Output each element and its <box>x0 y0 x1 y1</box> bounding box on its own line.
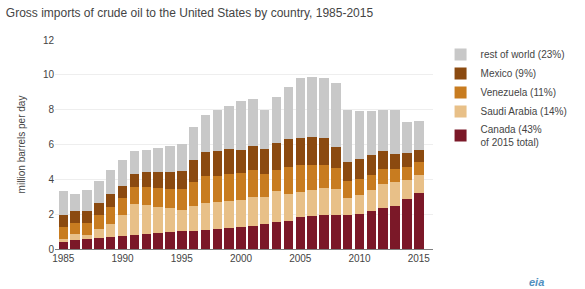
svg-text:1990: 1990 <box>111 253 134 264</box>
svg-text:Saudi Arabia (14%): Saudi Arabia (14%) <box>481 106 567 117</box>
svg-text:Canada (43%of 2015 total): Canada (43%of 2015 total) <box>481 124 542 148</box>
svg-text:1995: 1995 <box>171 253 194 264</box>
svg-text:2010: 2010 <box>348 253 371 264</box>
svg-text:6: 6 <box>48 139 54 150</box>
svg-text:0: 0 <box>48 244 54 255</box>
svg-text:million barrels per day: million barrels per day <box>16 96 27 194</box>
svg-text:rest of world (23%): rest of world (23%) <box>481 49 565 60</box>
svg-text:2005: 2005 <box>289 253 312 264</box>
svg-text:1985: 1985 <box>52 253 75 264</box>
svg-text:Venezuela (11%): Venezuela (11%) <box>481 87 556 98</box>
svg-text:2: 2 <box>48 209 54 220</box>
svg-text:2000: 2000 <box>230 253 253 264</box>
svg-text:8: 8 <box>48 104 54 115</box>
svg-text:10: 10 <box>43 69 55 80</box>
svg-text:2015: 2015 <box>408 253 431 264</box>
svg-text:12: 12 <box>43 35 55 46</box>
svg-text:4: 4 <box>48 174 54 185</box>
svg-text:Mexico (9%): Mexico (9%) <box>481 68 537 79</box>
svg-text:eia: eia <box>529 276 544 288</box>
svg-text:Gross imports of crude oil to: Gross imports of crude oil to the United… <box>6 6 374 20</box>
